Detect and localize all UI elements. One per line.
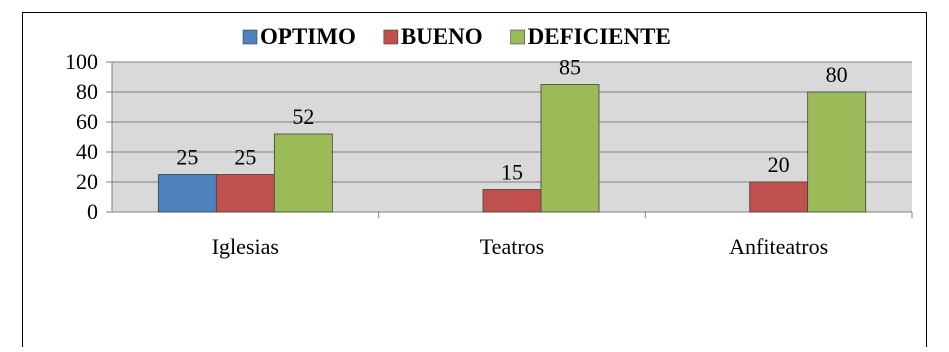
bar-bueno-iglesias — [215, 174, 275, 213]
bar-deficiente-teatros — [540, 84, 600, 213]
bar-bueno-anfiteatros — [749, 181, 809, 213]
legend-swatch-deficiente — [510, 29, 525, 45]
data-label: 20 — [768, 152, 790, 177]
legend-label-deficiente: DEFICIENTE — [528, 24, 671, 49]
legend-swatch-optimo — [242, 29, 258, 45]
data-label: 15 — [501, 160, 523, 185]
y-tick-label: 60 — [76, 109, 98, 134]
x-tick-label: Teatros — [480, 234, 544, 259]
legend-label-optimo: OPTIMO — [260, 24, 356, 49]
bar-optimo-iglesias — [157, 174, 217, 213]
y-tick-label: 80 — [76, 79, 98, 104]
bar-deficiente-iglesias — [273, 133, 333, 213]
y-tick-label: 20 — [76, 169, 98, 194]
x-tick-label: Anfiteatros — [729, 234, 828, 259]
data-label: 52 — [292, 104, 314, 129]
data-label: 25 — [176, 145, 198, 170]
data-label: 80 — [826, 62, 848, 87]
legend-label-bueno: BUENO — [401, 24, 483, 49]
y-tick-label: 40 — [76, 139, 98, 164]
y-tick-label: 100 — [65, 49, 98, 74]
legend-swatch-bueno — [383, 29, 399, 45]
data-label: 25 — [234, 145, 256, 170]
bar-deficiente-anfiteatros — [807, 91, 867, 213]
y-tick-label: 0 — [87, 199, 98, 224]
x-tick-label: Iglesias — [212, 234, 279, 259]
bar-bueno-teatros — [482, 189, 542, 213]
data-label: 85 — [559, 55, 581, 80]
